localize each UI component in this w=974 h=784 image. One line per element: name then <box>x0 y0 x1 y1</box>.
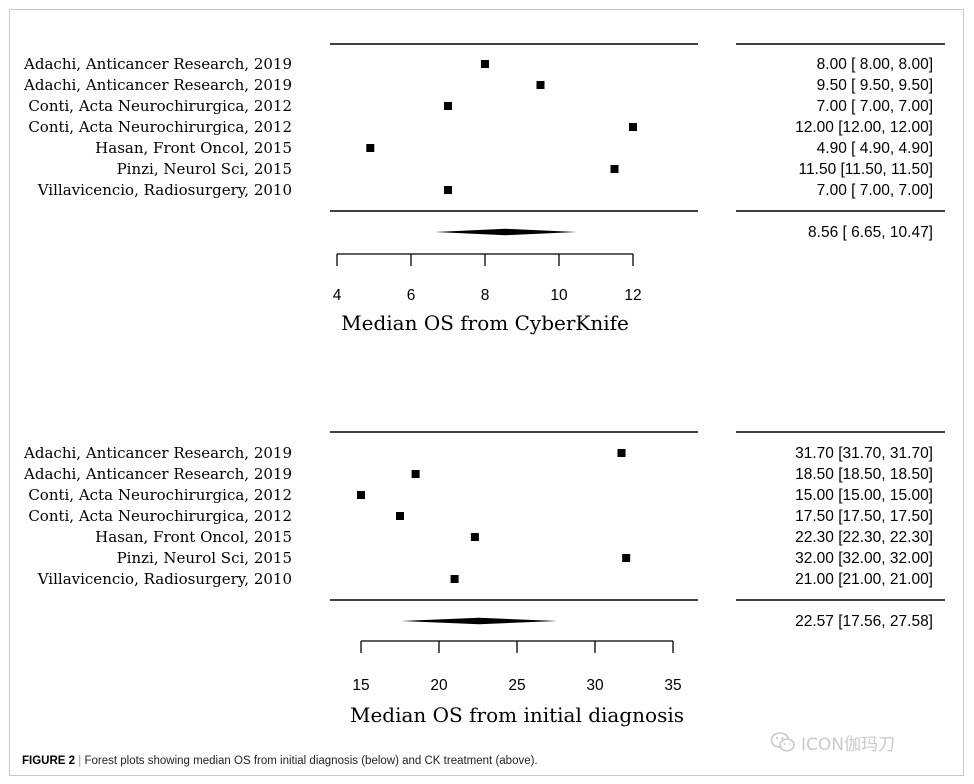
study-estimate: 7.00 [ 7.00, 7.00] <box>817 182 933 199</box>
x-tick-label: 30 <box>586 677 604 694</box>
study-point <box>366 144 375 152</box>
x-tick-label: 20 <box>430 677 448 694</box>
study-point <box>411 470 420 478</box>
x-tick-label: 12 <box>624 287 641 304</box>
watermark-text: ICON伽玛刀 <box>801 734 895 755</box>
caption-separator: | <box>78 755 82 767</box>
study-label: Hasan, Front Oncol, 2015 <box>95 139 292 157</box>
study-estimate: 21.00 [21.00, 21.00] <box>795 571 933 588</box>
x-tick-label: 15 <box>352 677 369 694</box>
x-tick-label: 6 <box>407 287 416 304</box>
study-label: Conti, Acta Neurochirurgica, 2012 <box>28 486 292 504</box>
study-label: Pinzi, Neurol Sci, 2015 <box>117 549 292 567</box>
pooled-diamond <box>400 617 558 625</box>
study-label: Conti, Acta Neurochirurgica, 2012 <box>28 118 292 136</box>
study-label: Villavicencio, Radiosurgery, 2010 <box>37 570 292 588</box>
wechat-icon <box>770 732 795 752</box>
study-point <box>357 491 365 499</box>
pooled-diamond <box>435 228 577 236</box>
x-tick-label: 8 <box>481 287 490 304</box>
study-estimate: 22.30 [22.30, 22.30] <box>795 529 933 546</box>
study-estimate: 17.50 [17.50, 17.50] <box>795 508 933 525</box>
study-estimate: 32.00 [32.00, 32.00] <box>795 550 933 567</box>
x-tick-label: 4 <box>333 287 342 304</box>
study-label: Conti, Acta Neurochirurgica, 2012 <box>28 97 292 115</box>
figure-caption: FIGURE 2 | Forest plots showing median O… <box>22 755 538 767</box>
study-point <box>450 575 459 583</box>
study-estimate: 18.50 [18.50, 18.50] <box>795 466 933 483</box>
study-point <box>444 102 452 110</box>
study-point <box>396 512 404 520</box>
x-tick-label: 10 <box>550 287 568 304</box>
study-point <box>610 165 619 173</box>
study-point <box>617 449 626 457</box>
study-point <box>470 533 479 541</box>
study-estimate: 8.00 [ 8.00, 8.00] <box>817 56 933 73</box>
study-label: Adachi, Anticancer Research, 2019 <box>23 55 292 73</box>
x-tick-label: 35 <box>664 677 681 694</box>
study-estimate: 12.00 [12.00, 12.00] <box>795 119 933 136</box>
x-axis-label: Median OS from initial diagnosis <box>350 703 684 727</box>
figure-number: FIGURE 2 <box>22 755 76 767</box>
caption-text: Forest plots showing median OS from init… <box>84 755 538 767</box>
study-estimate: 15.00 [15.00, 15.00] <box>795 487 933 504</box>
x-tick-label: 25 <box>508 677 525 694</box>
study-label: Villavicencio, Radiosurgery, 2010 <box>37 181 292 199</box>
study-estimate: 11.50 [11.50, 11.50] <box>799 161 933 178</box>
study-label: Hasan, Front Oncol, 2015 <box>95 528 292 546</box>
study-estimate: 9.50 [ 9.50, 9.50] <box>817 77 933 94</box>
study-label: Adachi, Anticancer Research, 2019 <box>23 444 292 462</box>
pooled-estimate: 22.57 [17.56, 27.58] <box>795 613 933 630</box>
study-label: Conti, Acta Neurochirurgica, 2012 <box>28 507 292 525</box>
study-label: Adachi, Anticancer Research, 2019 <box>23 76 292 94</box>
study-point <box>622 554 631 562</box>
study-label: Pinzi, Neurol Sci, 2015 <box>117 160 292 178</box>
study-point <box>536 81 545 89</box>
x-axis-label: Median OS from CyberKnife <box>341 311 629 335</box>
study-point <box>629 123 637 131</box>
study-point <box>481 60 489 68</box>
figure-frame <box>9 9 964 776</box>
study-estimate: 31.70 [31.70, 31.70] <box>795 445 933 462</box>
watermark: ICON伽玛刀 <box>770 730 895 755</box>
study-label: Adachi, Anticancer Research, 2019 <box>23 465 292 483</box>
study-estimate: 4.90 [ 4.90, 4.90] <box>817 140 933 157</box>
pooled-estimate: 8.56 [ 6.65, 10.47] <box>808 224 933 241</box>
study-estimate: 7.00 [ 7.00, 7.00] <box>817 98 933 115</box>
study-point <box>444 186 452 194</box>
